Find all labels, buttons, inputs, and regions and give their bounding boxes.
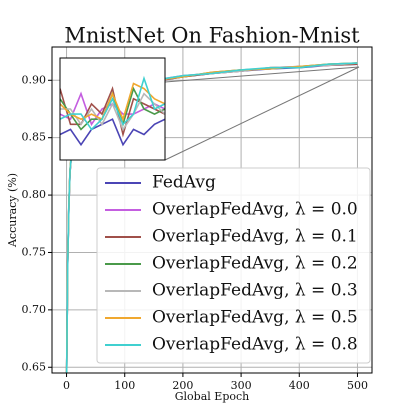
zoom-connector [164, 66, 360, 161]
legend-box [96, 167, 371, 364]
y-tick-label: 0.70 [22, 303, 47, 316]
legend-label: OverlapFedAvg, λ = 0.0 [152, 200, 358, 220]
y-tick-label: 0.80 [22, 188, 47, 201]
x-tick-label: 0 [63, 379, 70, 392]
plot-frame [59, 57, 166, 161]
y-tick-label: 0.85 [22, 131, 47, 144]
plot-frame [51, 46, 373, 374]
legend-label: OverlapFedAvg, λ = 0.5 [152, 308, 358, 328]
legend-label: OverlapFedAvg, λ = 0.3 [152, 281, 358, 301]
x-tick-label: 400 [289, 379, 310, 392]
y-tick-label: 0.65 [22, 360, 47, 373]
y-tick-label: 0.90 [22, 73, 47, 86]
series-line [60, 82, 165, 122]
legend: FedAvg OverlapFedAvg, λ = 0.0 OverlapFedAv… [96, 167, 371, 364]
series-line [60, 92, 165, 132]
x-tick-label: 500 [347, 379, 368, 392]
series-lines [60, 75, 165, 147]
legend-label: OverlapFedAvg, λ = 0.1 [152, 227, 358, 247]
x-tick-label: 100 [114, 379, 135, 392]
chart-title: MnistNet On Fashion-Mnist [64, 24, 360, 48]
x-tick-label: 200 [172, 379, 193, 392]
legend-label: FedAvg [152, 173, 216, 193]
inset-background [60, 58, 165, 160]
series-line [60, 118, 165, 147]
zoom-connector [164, 66, 360, 83]
legend-label: OverlapFedAvg, λ = 0.8 [152, 335, 358, 355]
y-tick-label: 0.75 [22, 245, 47, 258]
inset-plot [59, 57, 166, 161]
x-axis-label: Global Epoch [175, 390, 249, 403]
x-tick-label: 300 [231, 379, 252, 392]
series-line [60, 75, 165, 131]
legend-label: OverlapFedAvg, λ = 0.2 [152, 254, 358, 274]
y-axis-label: Accuracy (%) [6, 173, 19, 248]
